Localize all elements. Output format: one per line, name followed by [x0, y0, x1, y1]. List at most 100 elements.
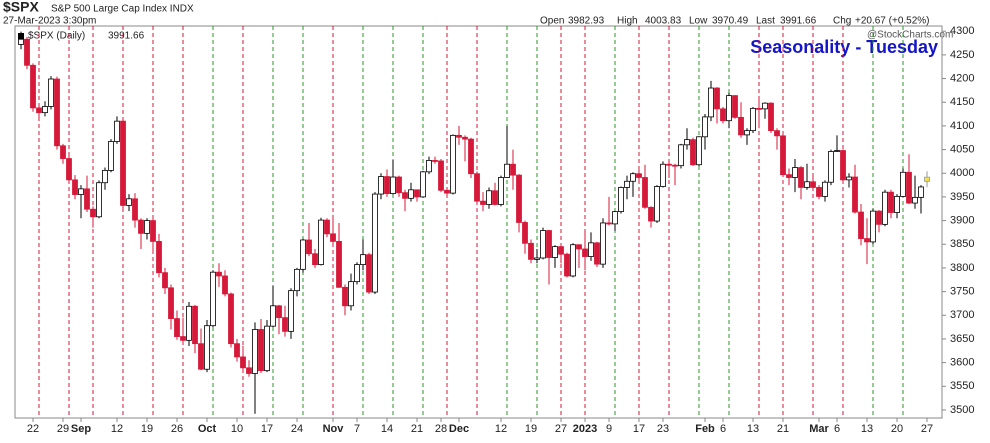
candle-body [96, 182, 102, 218]
plot-frame [14, 25, 943, 419]
x-tick-label: Nov [323, 423, 345, 435]
y-tick-label: 3700 [950, 309, 974, 321]
candle-body [546, 230, 552, 258]
date: 27-Mar-2023 3:30pm [3, 16, 96, 27]
candle-body [666, 163, 672, 166]
x-tick-label: 7 [354, 423, 360, 435]
candle-body [474, 173, 480, 202]
candle-body [558, 246, 564, 255]
candle-body [150, 220, 156, 242]
high-label: High [617, 16, 638, 27]
candle-body [492, 190, 498, 205]
candle-body [912, 196, 918, 204]
candle-body [822, 181, 828, 197]
candle-body [78, 188, 84, 195]
candle-body [90, 208, 96, 218]
candle-body [762, 102, 768, 110]
low-label: Low [689, 16, 708, 27]
candle-body [420, 171, 426, 198]
candle-body [750, 107, 756, 132]
high-value: 4003.83 [645, 16, 682, 27]
open-value: 3982.93 [568, 16, 605, 27]
x-tick-label: Dec [449, 423, 469, 435]
candle-body [564, 253, 570, 277]
y-tick-label: 3650 [950, 333, 974, 345]
candle-body [462, 136, 468, 140]
candle-body [312, 253, 318, 266]
candle-body [102, 169, 108, 184]
candle-body [618, 187, 624, 212]
candle-body [738, 116, 744, 136]
candle-body [672, 164, 678, 167]
candle-body [384, 176, 390, 194]
candle-body [780, 135, 786, 176]
x-tick-label: 17 [633, 423, 645, 435]
candle-body [48, 78, 54, 107]
x-tick-label: 29 [57, 423, 69, 435]
candle-body [708, 87, 714, 118]
y-tick-label: 3800 [950, 262, 974, 274]
x-tick-label: 21 [777, 423, 789, 435]
x-tick-label: 14 [381, 423, 393, 435]
candle-body [276, 305, 282, 319]
legend-label: $SPX (Daily) [28, 31, 85, 42]
x-tick-label: 27 [921, 423, 933, 435]
x-tick-label: 12 [111, 423, 123, 435]
candle-body [732, 95, 738, 118]
y-tick-label: 3600 [950, 357, 974, 369]
candle-body [342, 286, 348, 307]
candle-body [702, 116, 708, 138]
candle-body [354, 264, 360, 283]
candle-body [894, 196, 900, 213]
candle-body [756, 107, 762, 110]
y-tick-label: 4250 [950, 49, 974, 61]
candle-body [600, 222, 606, 265]
candle-body [582, 248, 588, 257]
candle-body [42, 106, 48, 114]
candle-body [192, 305, 198, 345]
candle-body [918, 186, 924, 198]
index-name: S&P 500 Large Cap Index INDX [51, 4, 194, 15]
y-tick-label: 3550 [950, 380, 974, 392]
candle-body [468, 138, 474, 175]
candle-body [216, 271, 222, 277]
candle-body [858, 211, 864, 239]
candle-body [480, 200, 486, 205]
y-tick-label: 3750 [950, 286, 974, 298]
candle-body [792, 167, 798, 178]
candle-body [234, 343, 240, 358]
candle-body [258, 329, 264, 372]
x-tick-label: 2023 [573, 423, 597, 435]
candle-body [786, 174, 792, 178]
candle-body [906, 171, 912, 204]
candle-body [246, 367, 252, 374]
candle-body [396, 176, 402, 194]
candle-body [714, 87, 720, 110]
candle-body [510, 163, 516, 176]
candle-body [870, 210, 876, 243]
candle-body [318, 219, 324, 266]
y-tick-label: 4150 [950, 96, 974, 108]
candle-body [54, 78, 60, 147]
candle-body [66, 158, 72, 181]
candle-body [120, 120, 126, 206]
candle-body [336, 241, 342, 288]
candle-body [36, 107, 42, 114]
candle-body [648, 206, 654, 222]
candle-body [888, 191, 894, 213]
candle-body [210, 271, 216, 327]
last-value: 3991.66 [780, 16, 817, 27]
y-tick-label: 3950 [950, 191, 974, 203]
candle-body [486, 190, 492, 205]
candle-body [594, 242, 600, 265]
candle-body [114, 120, 120, 142]
candle-body [696, 136, 702, 166]
x-tick-label: 13 [747, 423, 759, 435]
x-tick-label: 13 [861, 423, 873, 435]
x-tick-label: 12 [495, 423, 507, 435]
candle-body [198, 343, 204, 370]
candle-body [834, 150, 840, 152]
candle-body [456, 134, 462, 138]
candle-body [156, 241, 162, 274]
candle-body [768, 102, 774, 132]
